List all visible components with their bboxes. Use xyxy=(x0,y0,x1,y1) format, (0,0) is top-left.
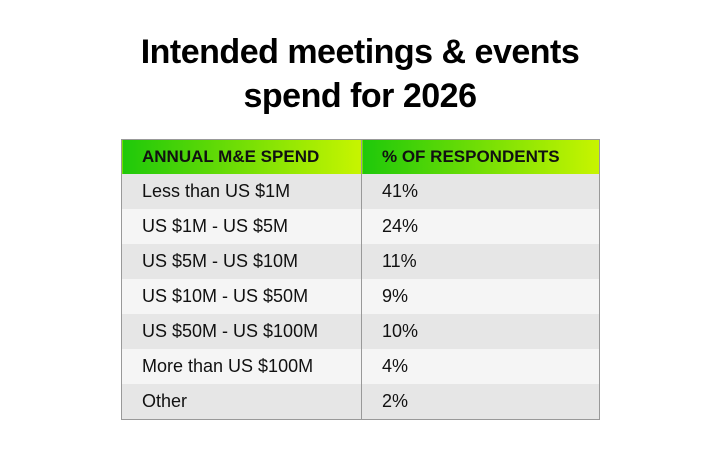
title-line-1: Intended meetings & events xyxy=(140,33,580,71)
table-row: More than US $100M 4% xyxy=(121,349,600,384)
table-row: US $1M - US $5M 24% xyxy=(121,209,600,244)
respondents-cell: 10% xyxy=(361,314,600,349)
table-row: US $50M - US $100M 10% xyxy=(121,314,600,349)
title-line-2: spend for 2026 xyxy=(243,77,477,115)
column-header-respondents: % OF RESPONDENTS xyxy=(361,139,600,174)
column-header-spend: ANNUAL M&E SPEND xyxy=(121,139,362,174)
spend-range-cell: More than US $100M xyxy=(121,349,362,384)
respondents-cell: 24% xyxy=(361,209,600,244)
table-row: US $10M - US $50M 9% xyxy=(121,279,600,314)
spend-range-cell: US $50M - US $100M xyxy=(121,314,362,349)
table-row: Less than US $1M 41% xyxy=(121,174,600,209)
spend-range-cell: US $10M - US $50M xyxy=(121,279,362,314)
table-row: Other 2% xyxy=(121,384,600,420)
respondents-cell: 9% xyxy=(361,279,600,314)
table-row: US $5M - US $10M 11% xyxy=(121,244,600,279)
respondents-cell: 11% xyxy=(361,244,600,279)
spend-range-cell: US $5M - US $10M xyxy=(121,244,362,279)
spend-range-cell: Other xyxy=(121,384,362,420)
chart-title: Intended meetings & events spend for 202… xyxy=(0,30,720,118)
respondents-cell: 4% xyxy=(361,349,600,384)
respondents-cell: 2% xyxy=(361,384,600,420)
spend-table: ANNUAL M&E SPEND % OF RESPONDENTS Less t… xyxy=(121,139,600,420)
spend-range-cell: Less than US $1M xyxy=(121,174,362,209)
respondents-cell: 41% xyxy=(361,174,600,209)
header-row: ANNUAL M&E SPEND % OF RESPONDENTS xyxy=(121,139,600,174)
spend-range-cell: US $1M - US $5M xyxy=(121,209,362,244)
